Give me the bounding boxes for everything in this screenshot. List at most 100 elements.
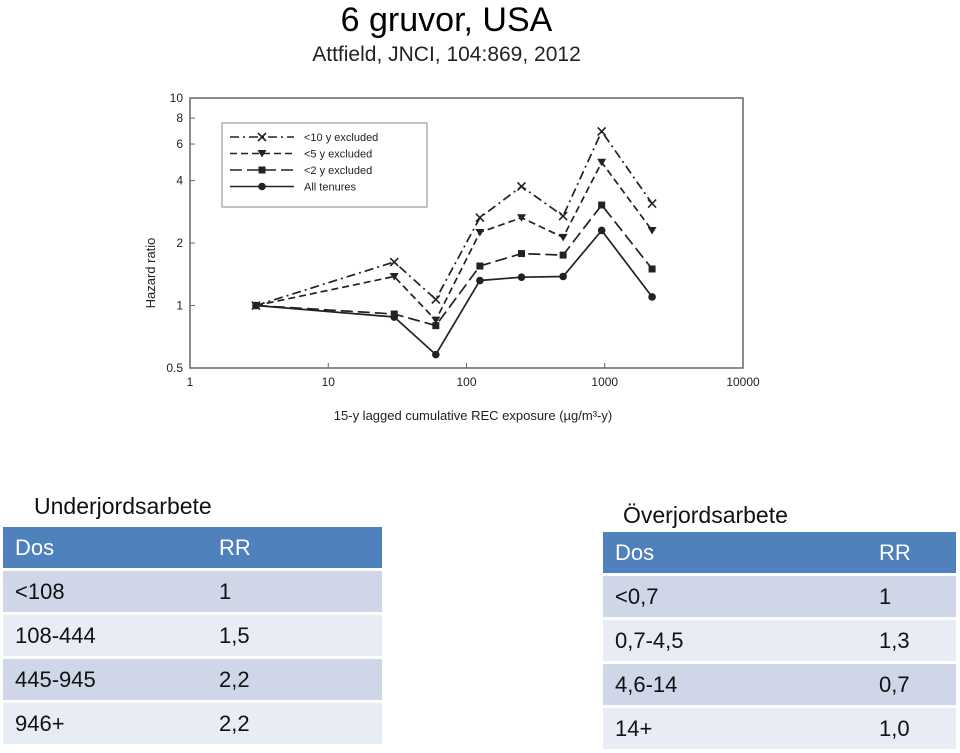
series-line bbox=[255, 160, 653, 322]
rr-cell: 0,7 bbox=[867, 664, 956, 705]
rr-cell: 1,5 bbox=[207, 615, 382, 656]
data-point bbox=[432, 322, 440, 330]
legend-entry: <5 y excluded bbox=[230, 149, 372, 161]
y-tick-label: 2 bbox=[176, 236, 183, 250]
data-point bbox=[648, 265, 656, 273]
x-axis-label: 15-y lagged cumulative REC exposure (µg/… bbox=[334, 408, 612, 423]
data-point bbox=[475, 213, 485, 223]
underground-table: Dos RR <108 1 108-444 1,5 445-945 2,2 94… bbox=[3, 524, 382, 747]
dose-cell: 14+ bbox=[603, 708, 867, 749]
data-point bbox=[597, 126, 607, 137]
legend-entry: <10 y excluded bbox=[230, 132, 378, 144]
x-marker-stroke bbox=[597, 126, 607, 137]
x-tick-label: 100 bbox=[456, 375, 476, 389]
dose-cell: 0,7-4,5 bbox=[603, 620, 867, 661]
y-tick-label: 4 bbox=[176, 174, 183, 188]
x-marker-stroke bbox=[558, 211, 568, 221]
data-point bbox=[597, 226, 606, 235]
data-point bbox=[475, 228, 485, 237]
rr-cell: 1 bbox=[207, 571, 382, 612]
rr-cell: 1 bbox=[867, 576, 956, 617]
surface-table: Dos RR <0,7 1 0,7-4,5 1,3 4,6-14 0,7 14+… bbox=[603, 529, 956, 752]
legend-label: All tenures bbox=[304, 182, 356, 194]
x-marker-stroke bbox=[475, 213, 485, 223]
series-line bbox=[255, 203, 653, 327]
legend-label: <2 y excluded bbox=[304, 165, 372, 177]
data-point bbox=[559, 272, 567, 281]
x-tick-label: 1000 bbox=[591, 375, 618, 389]
data-point bbox=[647, 226, 657, 235]
underground-heading: Underjordsarbete bbox=[34, 493, 212, 519]
legend-label: <5 y excluded bbox=[304, 149, 372, 161]
y-tick-label: 6 bbox=[176, 137, 183, 151]
data-point bbox=[517, 273, 526, 281]
data-point bbox=[558, 211, 568, 221]
data-point bbox=[252, 301, 260, 310]
dose-cell: 108-444 bbox=[3, 615, 207, 656]
rr-cell: 2,2 bbox=[207, 659, 382, 700]
legend-entry: <2 y excluded bbox=[230, 165, 372, 177]
data-point bbox=[390, 313, 399, 321]
series-line bbox=[255, 129, 653, 307]
series-4 bbox=[252, 226, 656, 359]
x-marker-stroke bbox=[647, 198, 657, 209]
data-point bbox=[389, 272, 399, 281]
table-row: 108-444 1,5 bbox=[3, 615, 382, 656]
table-row: 445-945 2,2 bbox=[3, 659, 382, 700]
data-point bbox=[518, 250, 526, 258]
x-marker-stroke bbox=[516, 181, 527, 191]
hazard-ratio-chart: 1 10 100 1000 10000 0.5 1 2 4 6 8 10 <10 y excluded… bbox=[143, 91, 760, 423]
data-point bbox=[389, 257, 399, 267]
series-line bbox=[255, 229, 653, 356]
data-point bbox=[648, 293, 656, 301]
table-row: 14+ 1,0 bbox=[603, 708, 956, 749]
dose-cell: 946+ bbox=[3, 703, 207, 744]
rr-column-header: RR bbox=[867, 532, 956, 573]
data-point bbox=[431, 294, 441, 304]
data-point bbox=[431, 316, 441, 325]
table-header-row: Dos RR bbox=[3, 527, 382, 568]
x-marker-stroke bbox=[389, 257, 399, 267]
x-marker-stroke bbox=[257, 132, 267, 142]
data-point bbox=[476, 262, 484, 270]
data-point bbox=[559, 251, 567, 259]
x-marker-stroke bbox=[431, 294, 441, 304]
dose-cell: <0,7 bbox=[603, 576, 867, 617]
data-point bbox=[257, 132, 267, 142]
page-title: 6 gruvor, USA bbox=[340, 1, 553, 39]
x-tick-label: 10 bbox=[322, 375, 336, 389]
dose-cell: 4,6-14 bbox=[603, 664, 867, 705]
y-tick-label: 10 bbox=[170, 91, 184, 105]
x-tick-label: 10000 bbox=[726, 375, 760, 389]
table-header-row: Dos RR bbox=[603, 532, 956, 573]
rr-cell: 1,0 bbox=[867, 708, 956, 749]
data-point bbox=[258, 166, 266, 174]
table-row: <0,7 1 bbox=[603, 576, 956, 617]
table-row: 4,6-14 0,7 bbox=[603, 664, 956, 705]
legend-label: <10 y excluded bbox=[304, 132, 378, 144]
surface-heading: Överjordsarbete bbox=[623, 502, 788, 528]
table-row: 946+ 2,2 bbox=[3, 703, 382, 744]
data-point bbox=[517, 214, 527, 222]
data-point bbox=[432, 350, 440, 359]
dose-cell: <108 bbox=[3, 571, 207, 612]
legend-entry: All tenures bbox=[230, 182, 356, 194]
data-point bbox=[257, 150, 267, 158]
rr-column-header: RR bbox=[207, 527, 382, 568]
data-point bbox=[558, 233, 568, 242]
rr-cell: 2,2 bbox=[207, 703, 382, 744]
y-axis-label: Hazard ratio bbox=[143, 238, 158, 309]
data-point bbox=[258, 182, 266, 191]
table-row: <108 1 bbox=[3, 571, 382, 612]
data-point bbox=[516, 181, 527, 191]
data-point bbox=[647, 198, 657, 209]
table-row: 0,7-4,5 1,3 bbox=[603, 620, 956, 661]
data-point bbox=[476, 276, 484, 285]
dose-column-header: Dos bbox=[603, 532, 867, 573]
dose-column-header: Dos bbox=[3, 527, 207, 568]
y-tick-label: 8 bbox=[176, 111, 183, 125]
rr-cell: 1,3 bbox=[867, 620, 956, 661]
page-subtitle: Attfield, JNCI, 104:869, 2012 bbox=[312, 43, 581, 66]
dose-cell: 445-945 bbox=[3, 659, 207, 700]
y-tick-label: 1 bbox=[176, 299, 183, 313]
